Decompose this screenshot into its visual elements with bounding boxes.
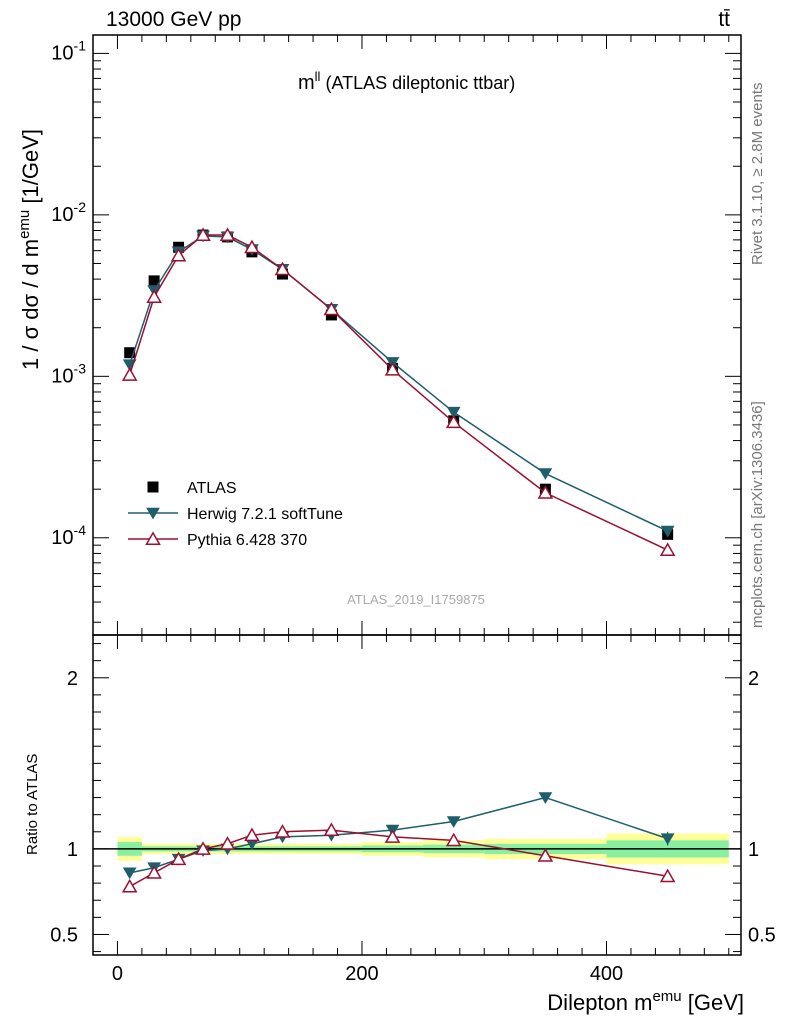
pythia-point [244, 239, 260, 254]
pythia-ratio-point [384, 829, 401, 843]
herwig-ratio-line [129, 796, 668, 874]
pythia-ratio-point [445, 832, 462, 847]
pythia-point [121, 367, 138, 381]
x-tick-label: 200 [345, 963, 378, 985]
ratio-y-tick-label: 1 [67, 839, 78, 861]
pythia-ratio-point [659, 868, 676, 883]
x-tick-label: 0 [112, 963, 123, 985]
pythia-point [537, 485, 554, 499]
y-tick-label: 10-4 [51, 522, 86, 549]
ratio-frame [92, 634, 742, 956]
ratio-y-tick-label-right: 1 [748, 839, 759, 861]
pythia-line [128, 234, 668, 551]
herwig-point [446, 406, 461, 419]
pythia-point [195, 227, 211, 241]
pythia-ratio-point [170, 851, 187, 866]
legend-marker-pythia [145, 531, 161, 545]
herwig-ratio-point [660, 833, 675, 846]
ratio-axis-label: Ratio to ATLAS [24, 754, 41, 855]
legend: ATLAS Herwig 7.2.1 softTune Pythia 6.428 3… [128, 480, 343, 549]
mcplots-label: mcplots.cern.ch [arXiv:1306.3436] [749, 401, 766, 628]
energy-label: 13000 GeV pp [106, 8, 241, 31]
ratio-y-tick-label: 2 [67, 668, 78, 690]
pythia-point [146, 289, 162, 303]
pythia-ratio-point [323, 822, 340, 837]
atlas-point [148, 275, 160, 287]
pythia-point [219, 227, 236, 241]
pythia-point [323, 301, 340, 316]
ratio-y-tick-label: 0.5 [50, 924, 78, 946]
rivet-label: Rivet 3.1.10, ≥ 2.8M events [749, 83, 766, 266]
y-tick-label: 10-2 [51, 199, 86, 226]
ratio-y-tick-label-right: 0.5 [748, 924, 776, 946]
analysis-id: ATLAS_2019_I1759875 [347, 592, 485, 607]
herwig-point [538, 468, 553, 480]
pythia-point [384, 361, 401, 376]
atlas-point [124, 347, 136, 359]
pythia-point [659, 542, 676, 556]
plot-title: mll (ATLAS dileptonic ttbar) [298, 69, 515, 94]
ratio-y-tick-label-right: 2 [748, 668, 759, 690]
pythia-point [445, 414, 462, 429]
legend-marker-herwig [146, 507, 160, 520]
process-label: tt̄ [718, 8, 730, 31]
y-axis-label: 1 / σ dσ / d memu [1/GeV] [16, 129, 43, 370]
pythia-ratio-point [219, 836, 236, 850]
legend-label: Pythia 6.428 370 [187, 532, 307, 549]
x-axis-label: Dilepton memu [GeV] [547, 988, 744, 1015]
pythia-ratio-point [146, 865, 162, 879]
pythia-point [170, 247, 187, 262]
y-tick-label: 10-3 [51, 360, 86, 387]
pythia-ratio-point [195, 841, 211, 855]
herwig-ratio-point [122, 867, 137, 880]
pythia-ratio-point [537, 848, 554, 862]
legend-marker-atlas [147, 481, 159, 493]
pythia-point [274, 261, 291, 276]
herwig-ratio-point [446, 816, 461, 828]
x-tick-label: 400 [590, 963, 623, 985]
ratio-panel: 0 200 400 0.5 0.5 1 1 2 2 [50, 634, 776, 985]
pythia-ratio-point [274, 824, 291, 838]
pythia-ratio-point [244, 827, 260, 842]
pythia-ratio-point [121, 878, 138, 893]
herwig-point [660, 525, 675, 538]
herwig-ratio-point [538, 792, 553, 804]
main-panel: 10-1 10-2 10-3 10-4 [51, 34, 742, 955]
legend-label: Herwig 7.2.1 softTune [187, 506, 343, 523]
y-tick-label: 10-1 [51, 37, 86, 64]
legend-label: ATLAS [187, 480, 237, 497]
